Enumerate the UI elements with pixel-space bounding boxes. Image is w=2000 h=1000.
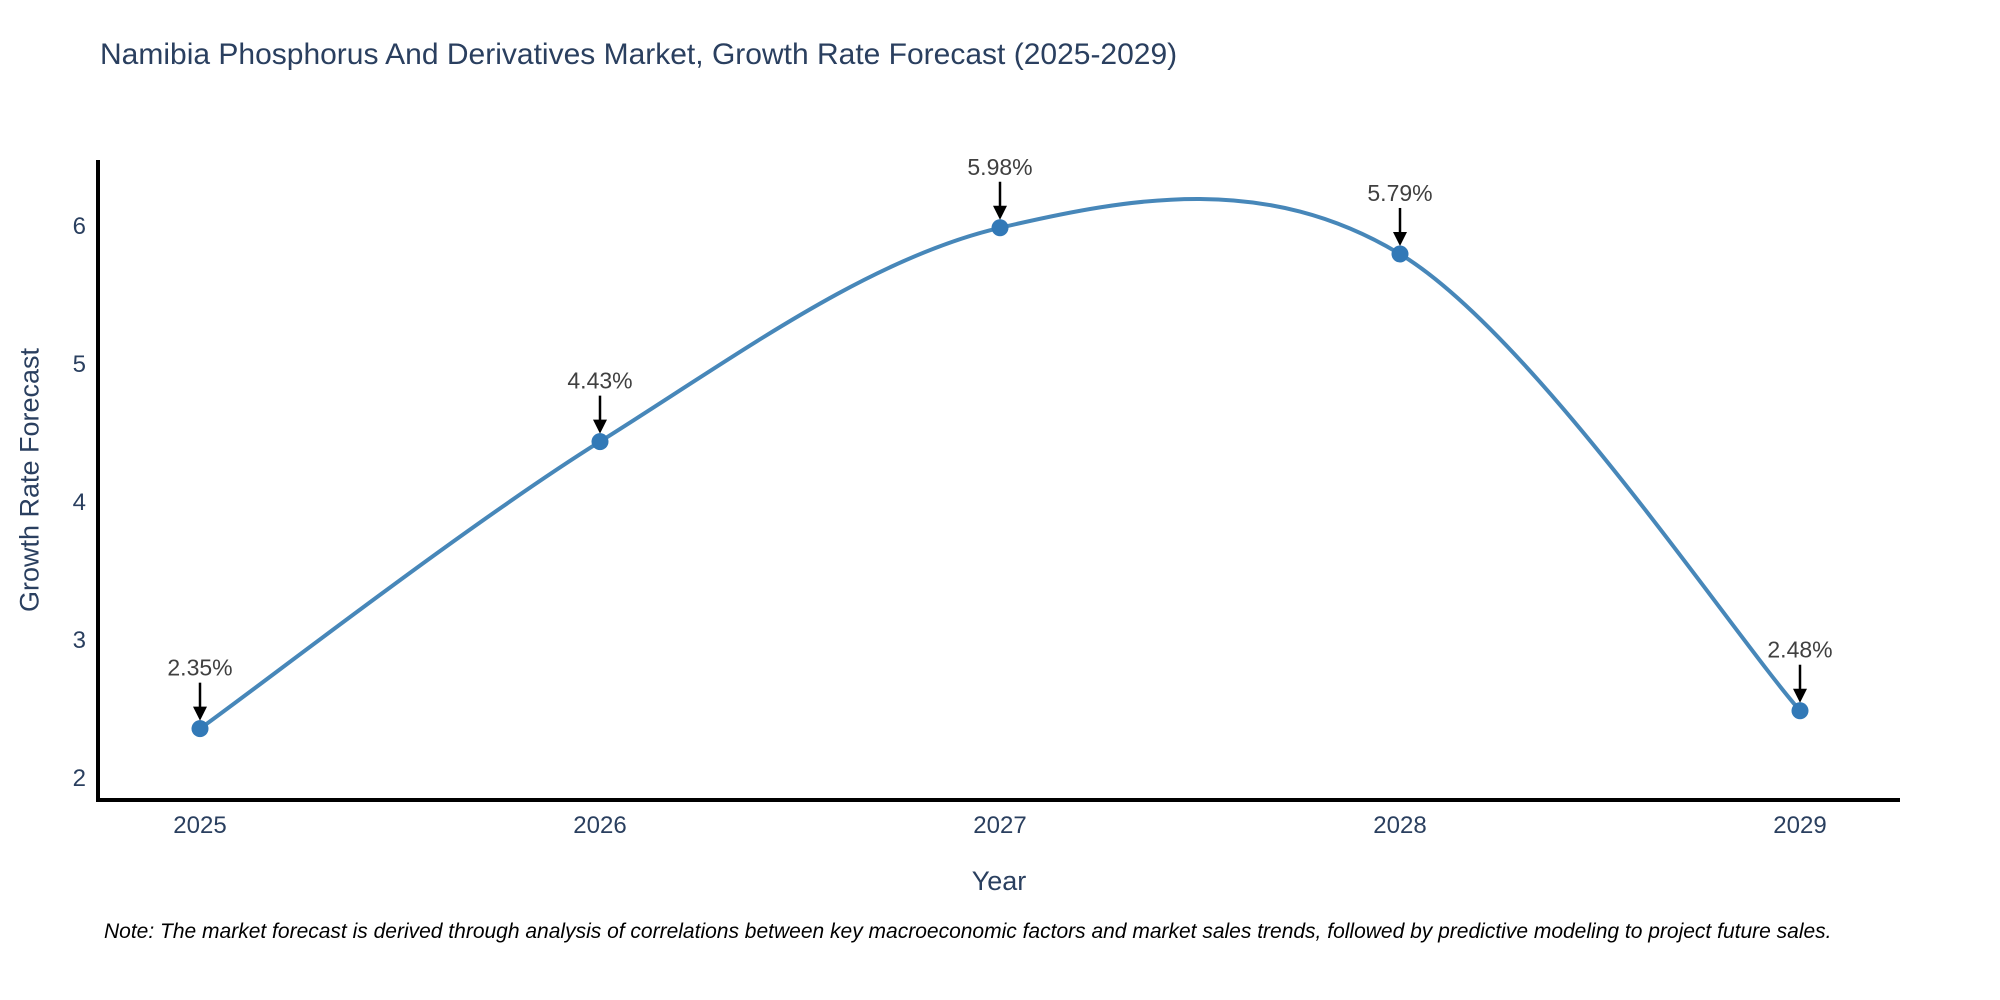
- y-tick-label: 5: [73, 351, 86, 378]
- x-tick-label: 2027: [973, 812, 1026, 839]
- y-tick-label: 6: [73, 213, 86, 240]
- chart-note: Note: The market forecast is derived thr…: [104, 920, 1832, 943]
- point-annotation: 5.79%: [1367, 180, 1432, 206]
- trend-line: [198, 197, 1802, 731]
- point-annotation: 2.35%: [167, 655, 232, 681]
- data-point-2028[interactable]: [1391, 245, 1409, 263]
- point-annotation: 4.43%: [567, 368, 632, 394]
- annotation-arrowhead-icon: [1793, 688, 1807, 703]
- data-point-2027[interactable]: [991, 219, 1009, 237]
- y-tick-label: 2: [73, 765, 86, 792]
- chart-title: Namibia Phosphorus And Derivatives Marke…: [100, 38, 1178, 71]
- data-point-2029[interactable]: [1791, 702, 1809, 720]
- x-tick-label: 2026: [573, 812, 626, 839]
- x-tick-label: 2025: [173, 812, 226, 839]
- x-tick-label: 2028: [1373, 812, 1426, 839]
- y-tick-label: 4: [73, 489, 86, 516]
- point-annotation: 2.48%: [1767, 637, 1832, 663]
- annotation-arrowhead-icon: [1393, 231, 1407, 246]
- annotation-arrowhead-icon: [193, 706, 207, 721]
- data-point-2025[interactable]: [191, 720, 209, 738]
- annotation-arrowhead-icon: [593, 419, 607, 434]
- data-point-2026[interactable]: [591, 433, 609, 451]
- point-annotation: 5.98%: [967, 154, 1032, 180]
- y-tick-label: 3: [73, 627, 86, 654]
- x-tick-label: 2029: [1773, 812, 1826, 839]
- x-axis-title: Year: [971, 866, 1027, 896]
- series-layer: 2 3 4 5 6 2025 2026 2027 2028 2029 2.35% 4.43% 5.98%…: [73, 154, 1833, 839]
- annotation-arrowhead-icon: [993, 205, 1007, 220]
